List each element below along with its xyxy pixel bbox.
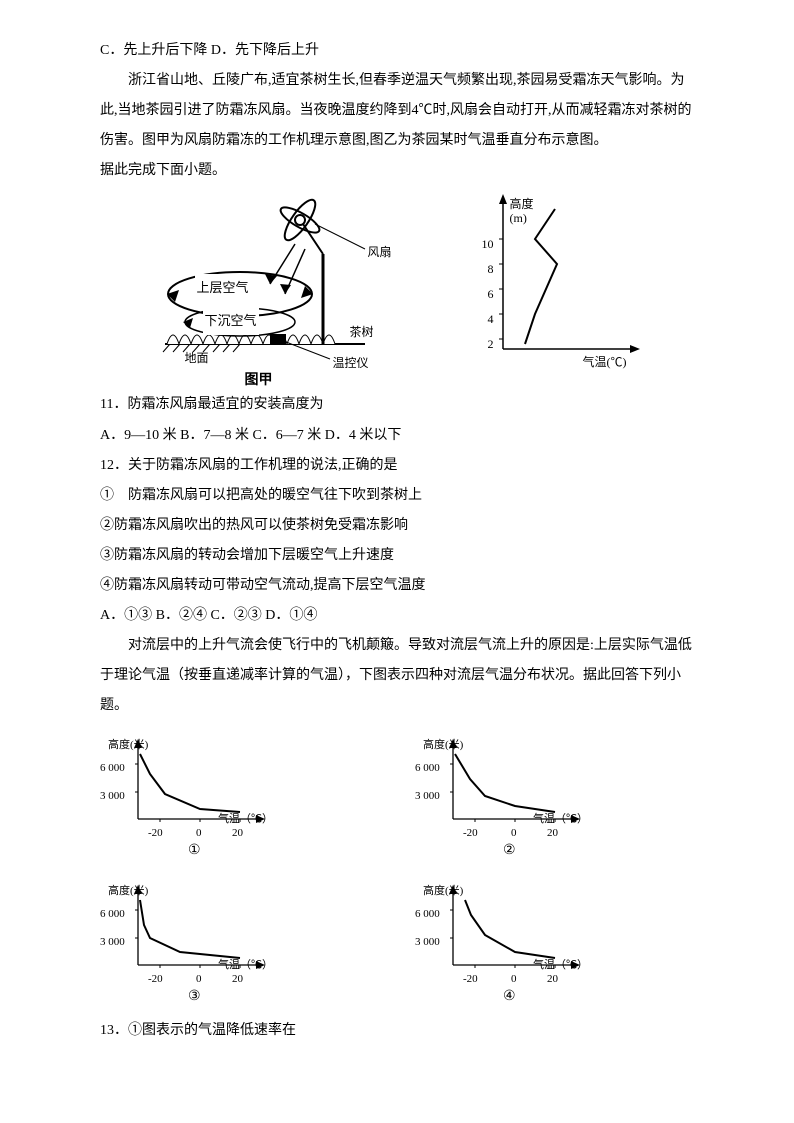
passage-1: 浙江省山地、丘陵广布,适宜茶树生长,但春季逆温天气频繁出现,茶园易受霜冻天气影响…: [100, 66, 699, 156]
t10: 10: [482, 232, 494, 258]
diagram-row: 风扇 上层空气 下沉空气 茶树 温控仪 地面 图甲: [100, 194, 699, 384]
q12-options: A．①③ B．②④ C．②③ D．①④: [100, 601, 699, 631]
q13: 13．①图表示的气温降低速率在: [100, 1016, 699, 1046]
axis-x-label: 气温(℃): [583, 350, 627, 376]
fan-diagram: 风扇 上层空气 下沉空气 茶树 温控仪 地面 图甲: [155, 194, 435, 384]
passage-2: 对流层中的上升气流会使飞行中的飞机颠簸。导致对流层气流上升的原因是:上层实际气温…: [100, 631, 699, 721]
t2: 2: [488, 332, 494, 358]
chart-grid: 高度(米)6 0003 000-20020气温（℃）① 高度(米)6 0003 …: [100, 734, 620, 1008]
q12-opt1: ① 防霜冻风扇可以把高处的暖空气往下吹到茶树上: [100, 481, 699, 511]
label-upper: 上层空气: [195, 274, 251, 302]
label-sink: 下沉空气: [203, 307, 259, 335]
mini-chart-4: 高度(米)6 0003 000-20020气温（℃）④: [415, 880, 605, 1008]
label-ground: 地面: [185, 346, 209, 372]
q12-opt4: ④防霜冻风扇转动可带动空气流动,提高下层空气温度: [100, 571, 699, 601]
options-cd: C．先上升后下降 D．先下降后上升: [100, 36, 699, 66]
passage-1-tail: 据此完成下面小题。: [100, 156, 699, 186]
fan-caption: 图甲: [245, 366, 273, 396]
mini-chart-3: 高度(米)6 0003 000-20020气温（℃）③: [100, 880, 290, 1008]
label-fan: 风扇: [368, 240, 392, 266]
label-tea: 茶树: [350, 320, 374, 346]
temp-profile: 高度 (m) 10 8 6 4 2 气温(℃): [475, 194, 645, 364]
q11-options: A．9—10 米 B．7—8 米 C．6—7 米 D．4 米以下: [100, 421, 699, 451]
t4: 4: [488, 307, 494, 333]
t6: 6: [488, 282, 494, 308]
q12-opt2: ②防霜冻风扇吹出的热风可以使茶树免受霜冻影响: [100, 511, 699, 541]
q12-opt3: ③防霜冻风扇的转动会增加下层暖空气上升速度: [100, 541, 699, 571]
mini-chart-2: 高度(米)6 0003 000-20020气温（℃）②: [415, 734, 605, 862]
mini-chart-1: 高度(米)6 0003 000-20020气温（℃）①: [100, 734, 290, 862]
label-controller: 温控仪: [333, 351, 369, 377]
q11: 11．防霜冻风扇最适宜的安装高度为: [100, 390, 699, 420]
q12: 12．关于防霜冻风扇的工作机理的说法,正确的是: [100, 451, 699, 481]
temp-svg: [475, 194, 645, 364]
axis-y-unit: (m): [510, 206, 527, 232]
t8: 8: [488, 257, 494, 283]
